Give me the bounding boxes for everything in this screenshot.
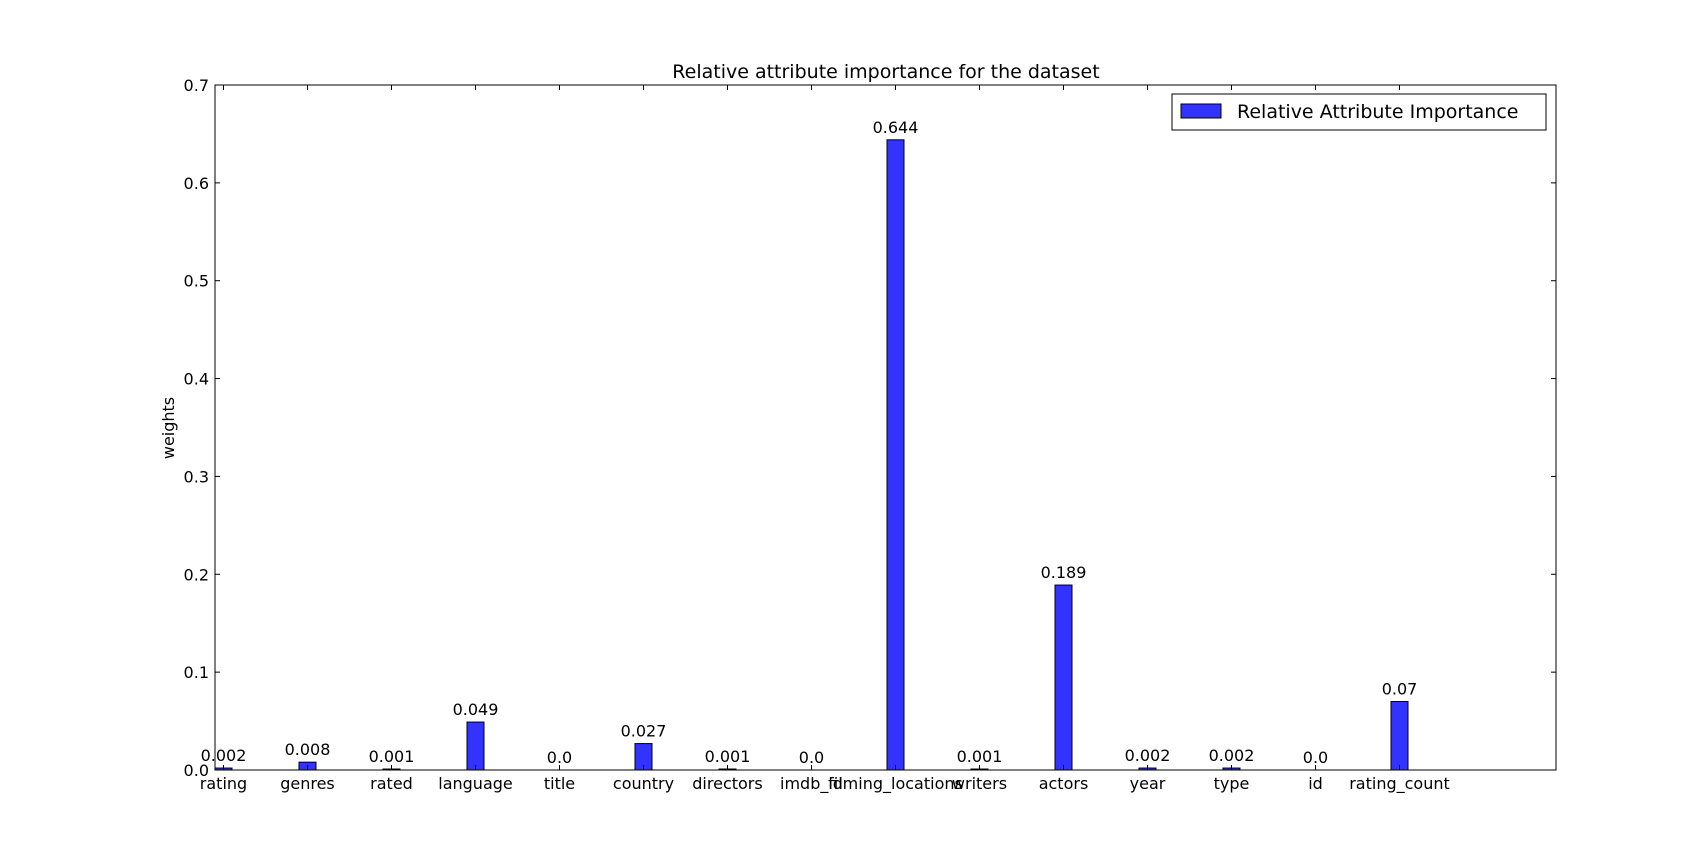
x-tick-label-imdb_id: imdb_id [780, 774, 843, 794]
x-tick-label-rating_count: rating_count [1349, 774, 1450, 794]
y-tick-label: 0.3 [184, 467, 209, 486]
y-tick-label: 0.4 [184, 370, 209, 389]
legend-swatch [1180, 103, 1222, 119]
bar-value-label-title: 0.0 [547, 748, 572, 767]
bars-group [214, 139, 1409, 771]
bar-value-label-writers: 0.001 [957, 747, 1003, 766]
legend-box [1171, 93, 1547, 131]
y-tick-label: 0.0 [184, 761, 209, 780]
x-tick-label-country: country [613, 774, 674, 793]
bar-language [466, 721, 485, 771]
bar-value-label-type: 0.002 [1209, 746, 1255, 765]
bar-value-label-filming_locations: 0.644 [873, 118, 919, 137]
bar-value-label-directors: 0.001 [705, 747, 751, 766]
y-tick-label: 0.7 [184, 76, 209, 95]
x-tick-label-genres: genres [280, 774, 335, 793]
bar-value-label-year: 0.002 [1125, 746, 1171, 765]
chart-title: Relative attribute importance for the da… [672, 61, 1099, 83]
bar-value-label-imdb_id: 0.0 [799, 748, 824, 767]
x-tick-label-rating: rating [200, 774, 247, 793]
plot-area-frame [214, 84, 1557, 771]
bar-rating_count [1390, 701, 1409, 771]
legend: Relative Attribute Importance [1171, 93, 1547, 131]
bar-filming_locations [886, 139, 905, 771]
bar-value-label-id: 0.0 [1303, 748, 1328, 767]
x-tick-label-type: type [1214, 774, 1250, 793]
bar-value-label-country: 0.027 [621, 722, 667, 741]
bar-value-label-actors: 0.189 [1041, 563, 1087, 582]
x-tick-label-id: id [1308, 774, 1323, 793]
x-tick-label-rated: rated [370, 774, 413, 793]
x-tick-label-filming_locations: filming_locations [828, 774, 963, 794]
y-tick-label: 0.2 [184, 565, 209, 584]
y-tick-label: 0.5 [184, 272, 209, 291]
y-tick-label: 0.1 [184, 663, 209, 682]
x-tick-label-directors: directors [692, 774, 762, 793]
y-axis-label: weights [159, 397, 178, 459]
bar-value-label-genres: 0.008 [285, 740, 331, 759]
x-axis: rating genres rated language title country dir… [200, 85, 1450, 794]
bar-value-label-rating: 0.002 [201, 746, 247, 765]
y-axis: 0.0 0.1 0.2 0.3 0.4 0.5 0.6 0.7 [184, 76, 1556, 780]
x-tick-label-title: title [544, 774, 575, 793]
bar-actors [1054, 584, 1073, 771]
x-tick-label-language: language [438, 774, 513, 793]
bar-value-label-language: 0.049 [453, 700, 499, 719]
legend-label: Relative Attribute Importance [1237, 101, 1518, 123]
bar-value-label-rating_count: 0.07 [1382, 680, 1418, 699]
x-tick-label-writers: writers [952, 774, 1007, 793]
bar-labels-group: 0.002 0.008 0.001 0.049 0.0 0.027 0.001 0.0 0.64… [201, 118, 1418, 767]
x-tick-label-year: year [1130, 774, 1166, 793]
bar-value-label-rated: 0.001 [369, 747, 415, 766]
x-tick-label-actors: actors [1039, 774, 1089, 793]
y-tick-label: 0.6 [184, 174, 209, 193]
